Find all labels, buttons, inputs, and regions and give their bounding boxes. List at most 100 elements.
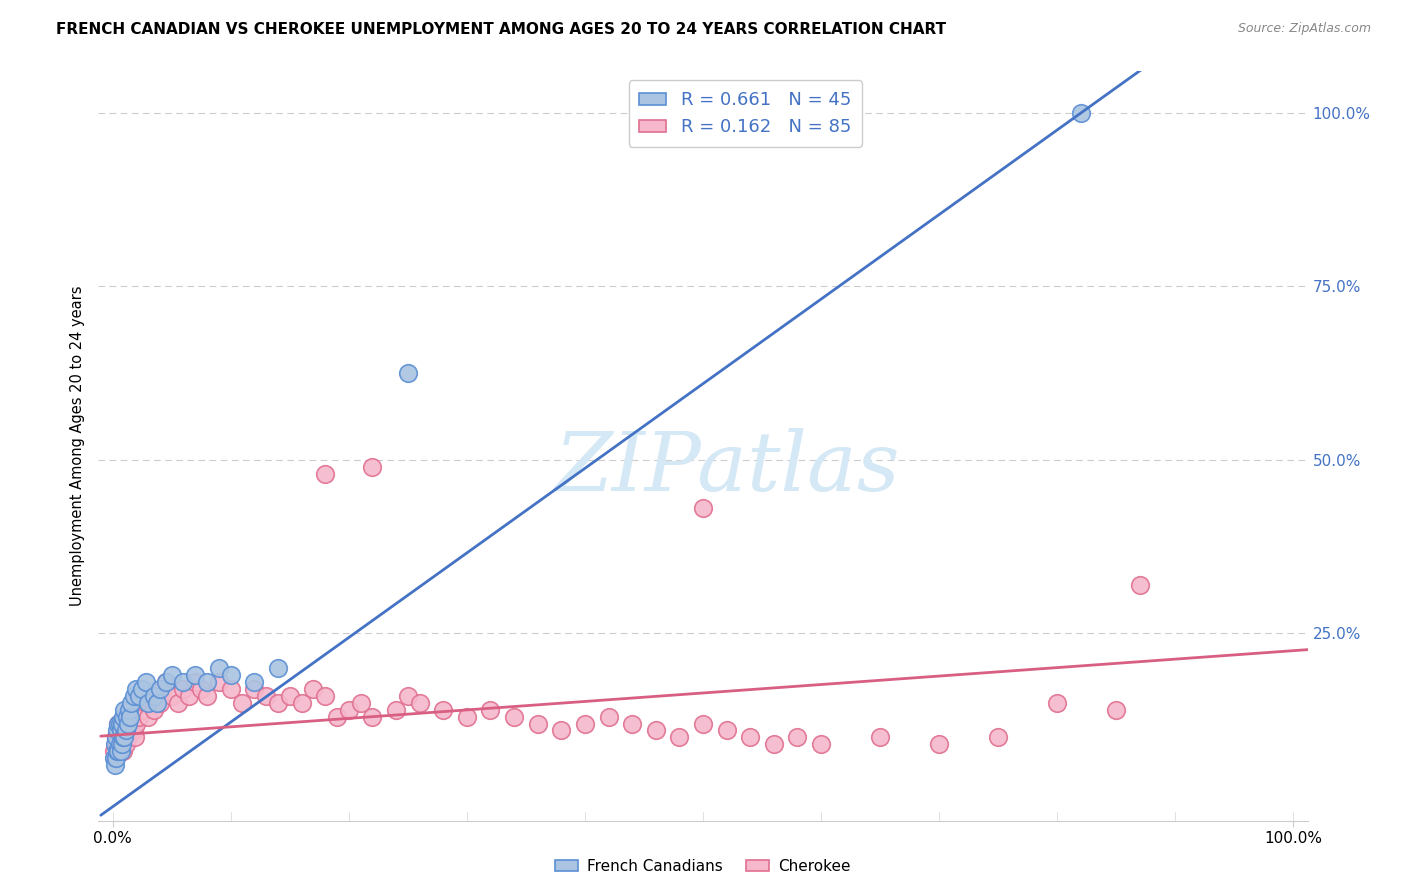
Point bbox=[105, 731, 128, 745]
Point bbox=[104, 751, 127, 765]
Point bbox=[125, 681, 148, 696]
Point bbox=[104, 737, 127, 751]
Point bbox=[184, 668, 207, 682]
Point bbox=[396, 366, 419, 380]
Point bbox=[111, 731, 134, 745]
Point bbox=[786, 731, 808, 745]
Point bbox=[125, 716, 148, 731]
Point bbox=[668, 731, 690, 745]
Point bbox=[118, 703, 141, 717]
Point bbox=[142, 689, 165, 703]
Point bbox=[267, 696, 290, 710]
Point bbox=[110, 744, 132, 758]
Point bbox=[1046, 696, 1069, 710]
Y-axis label: Unemployment Among Ages 20 to 24 years: Unemployment Among Ages 20 to 24 years bbox=[69, 285, 84, 607]
Point bbox=[149, 681, 172, 696]
Point bbox=[103, 744, 125, 758]
Point bbox=[762, 737, 785, 751]
Point bbox=[108, 737, 131, 751]
Point bbox=[928, 737, 950, 751]
Point bbox=[408, 696, 430, 710]
Legend: R = 0.661   N = 45, R = 0.162   N = 85: R = 0.661 N = 45, R = 0.162 N = 85 bbox=[628, 80, 862, 147]
Point bbox=[112, 709, 135, 723]
Point bbox=[111, 716, 134, 731]
Point bbox=[103, 751, 125, 765]
Point bbox=[326, 709, 349, 723]
Point bbox=[195, 689, 218, 703]
Point bbox=[112, 744, 135, 758]
Point bbox=[810, 737, 832, 751]
Point bbox=[136, 709, 159, 723]
Point bbox=[349, 696, 371, 710]
Point bbox=[112, 703, 135, 717]
Point bbox=[231, 696, 253, 710]
Point bbox=[396, 689, 419, 703]
Point bbox=[107, 716, 129, 731]
Point bbox=[314, 467, 336, 481]
Point bbox=[278, 689, 301, 703]
Point bbox=[208, 674, 231, 689]
Point bbox=[1129, 578, 1152, 592]
Point bbox=[550, 723, 572, 738]
Point bbox=[361, 709, 384, 723]
Point bbox=[179, 689, 201, 703]
Point bbox=[146, 689, 169, 703]
Legend: French Canadians, Cherokee: French Canadians, Cherokee bbox=[550, 853, 856, 880]
Point bbox=[108, 716, 131, 731]
Point bbox=[692, 501, 714, 516]
Point bbox=[118, 716, 141, 731]
Point bbox=[361, 459, 384, 474]
Point bbox=[190, 681, 212, 696]
Point bbox=[112, 731, 135, 745]
Point bbox=[503, 709, 526, 723]
Point bbox=[184, 674, 207, 689]
Point bbox=[219, 681, 242, 696]
Point bbox=[115, 723, 138, 738]
Point bbox=[195, 674, 218, 689]
Point bbox=[122, 689, 145, 703]
Point bbox=[160, 668, 183, 682]
Point bbox=[155, 674, 177, 689]
Point bbox=[111, 737, 134, 751]
Point bbox=[302, 681, 325, 696]
Point bbox=[621, 716, 644, 731]
Point bbox=[135, 674, 157, 689]
Point bbox=[117, 731, 139, 745]
Point bbox=[314, 689, 336, 703]
Point bbox=[107, 744, 129, 758]
Point bbox=[112, 723, 135, 738]
Point bbox=[108, 737, 131, 751]
Point bbox=[155, 674, 177, 689]
Point bbox=[1070, 106, 1092, 120]
Text: ZIPatlas: ZIPatlas bbox=[554, 428, 900, 508]
Point bbox=[1105, 703, 1128, 717]
Point bbox=[267, 661, 290, 675]
Point bbox=[112, 731, 135, 745]
Point bbox=[112, 709, 135, 723]
Point bbox=[337, 703, 360, 717]
Point bbox=[142, 703, 165, 717]
Point bbox=[136, 696, 159, 710]
Point bbox=[105, 731, 128, 745]
Point bbox=[104, 758, 127, 772]
Point bbox=[149, 696, 172, 710]
Point bbox=[128, 709, 150, 723]
Point bbox=[869, 731, 891, 745]
Point bbox=[172, 674, 194, 689]
Point bbox=[121, 716, 143, 731]
Point bbox=[456, 709, 478, 723]
Point bbox=[172, 681, 194, 696]
Point bbox=[166, 696, 188, 710]
Point bbox=[208, 661, 231, 675]
Point bbox=[987, 731, 1010, 745]
Point bbox=[115, 709, 138, 723]
Point bbox=[574, 716, 596, 731]
Point bbox=[598, 709, 620, 723]
Point bbox=[120, 723, 142, 738]
Point bbox=[254, 689, 277, 703]
Point bbox=[432, 703, 454, 717]
Point bbox=[121, 709, 143, 723]
Point bbox=[105, 737, 128, 751]
Point bbox=[110, 723, 132, 738]
Point bbox=[152, 681, 174, 696]
